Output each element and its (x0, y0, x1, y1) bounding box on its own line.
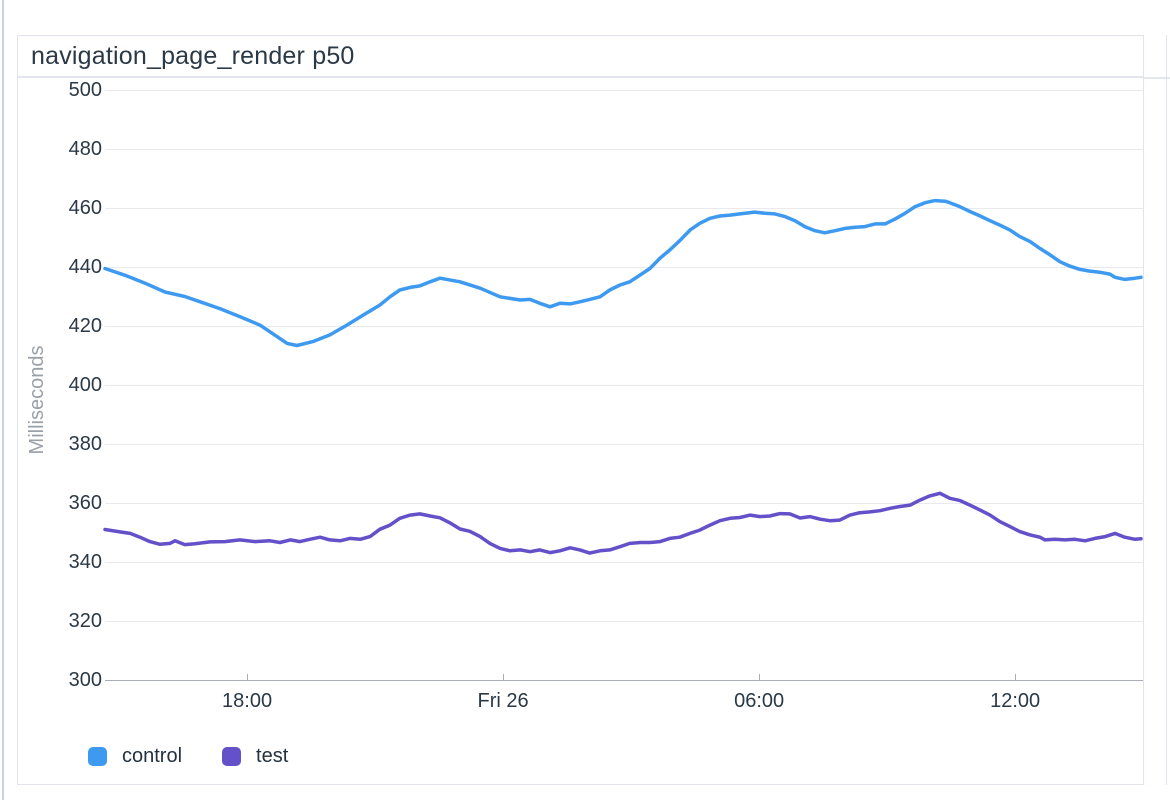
legend-swatch-test (222, 747, 242, 766)
legend-item-control[interactable]: control (88, 745, 182, 768)
adjacent-panel-edge (2, 0, 4, 800)
legend-label-test: test (256, 745, 289, 767)
chart-panel: navigation_page_render p50 (17, 35, 1144, 785)
legend: control test (88, 745, 288, 768)
legend-label-control: control (122, 745, 183, 767)
adjacent-panel-header-divider (1144, 77, 1170, 79)
legend-item-test[interactable]: test (222, 745, 288, 768)
legend-swatch-control (88, 747, 107, 766)
panel-title[interactable]: navigation_page_render p50 (31, 41, 355, 70)
adjacent-panel-border (1166, 35, 1167, 785)
panel-header: navigation_page_render p50 (18, 36, 1143, 78)
